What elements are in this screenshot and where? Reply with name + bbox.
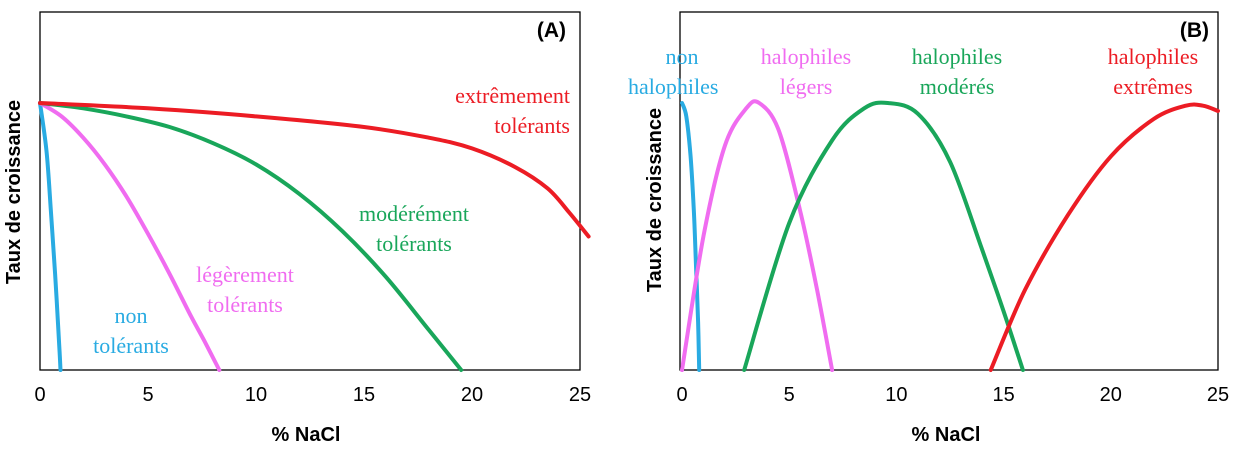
panel-a-frame — [39, 11, 581, 371]
panel-b-series-label-2-line-0: halophiles — [912, 44, 1002, 69]
panel-a: (A) Taux de croissance % NaCl 0 5 10 15 20 25… — [3, 11, 591, 446]
panel-b-annotations: non halophiles halophiles légers halophiles m… — [628, 44, 1198, 99]
panel-a-series-line-0 — [38, 101, 63, 372]
panel-b-series-label-1-line-1: légers — [780, 74, 833, 99]
panel-a-x-tick-label: 0 — [34, 384, 45, 406]
panel-a-series-line-2 — [38, 101, 464, 372]
panel-b-series-label-0-line-0: non — [666, 44, 699, 69]
panel-a-series-label-1-line-0: légèrement — [196, 262, 294, 287]
panel-b-tag: (B) — [1180, 19, 1209, 42]
panel-b-x-ticks: 0 5 10 15 20 25 — [676, 384, 1229, 406]
panel-a-x-tick-label: 10 — [245, 384, 267, 406]
panel-b-series-line-2 — [742, 100, 1025, 372]
panel-b-series-label-3-line-1: extrêmes — [1113, 74, 1192, 99]
panel-b-x-tick-label: 25 — [1207, 384, 1229, 406]
panel-a-x-axis-label: % NaCl — [272, 424, 341, 446]
panel-a-series-label-3-line-0: extrêmement — [455, 83, 570, 108]
panel-b-y-axis-label: Taux de croissance — [644, 108, 666, 292]
panel-b-x-tick-label: 0 — [676, 384, 687, 406]
panel-b-series-label-2-line-1: modérés — [920, 74, 995, 99]
panel-b-series-line-0 — [680, 101, 702, 372]
panel-b-curves — [680, 99, 1220, 372]
panel-a-annotations: non tolérants légèrement tolérants modérémen… — [93, 83, 570, 358]
panel-a-x-tick-label: 15 — [353, 384, 375, 406]
panel-a-series-label-0-line-1: tolérants — [93, 333, 169, 358]
panel-a-series-label-1-line-1: tolérants — [207, 292, 283, 317]
panel-b-x-tick-label: 10 — [885, 384, 907, 406]
panel-a-curves — [38, 101, 591, 372]
panel-a-series-label-2-line-0: modérément — [359, 201, 469, 226]
panel-b-series-line-3 — [988, 102, 1220, 372]
panel-a-series-line-1 — [38, 101, 222, 372]
panel-b-series-label-3-line-0: halophiles — [1108, 44, 1198, 69]
panel-b-x-tick-label: 15 — [992, 384, 1014, 406]
panel-a-series-label-3-line-1: tolérants — [494, 113, 570, 138]
panel-b-series-label-0-line-1: halophiles — [628, 74, 718, 99]
panel-a-series-label-0-line-0: non — [115, 303, 148, 328]
panel-a-x-ticks: 0 5 10 15 20 25 — [34, 384, 591, 406]
panel-b-x-axis-label: % NaCl — [912, 424, 981, 446]
panel-b-series-line-1 — [680, 99, 835, 372]
panel-a-x-tick-label: 25 — [569, 384, 591, 406]
panel-b-x-tick-label: 5 — [784, 384, 795, 406]
panel-a-series-line-3 — [38, 101, 591, 239]
panel-b-frame — [679, 11, 1219, 371]
panel-b: (B) Taux de croissance % NaCl 0 5 10 15 20 25… — [628, 11, 1229, 446]
panel-b-series-label-1-line-0: halophiles — [761, 44, 851, 69]
panel-a-y-axis-label: Taux de croissance — [3, 100, 25, 284]
panel-a-x-tick-label: 5 — [142, 384, 153, 406]
panel-a-x-tick-label: 20 — [461, 384, 483, 406]
panel-b-x-tick-label: 20 — [1100, 384, 1122, 406]
panel-a-series-label-2-line-1: tolérants — [376, 231, 452, 256]
panel-a-tag: (A) — [537, 19, 566, 42]
